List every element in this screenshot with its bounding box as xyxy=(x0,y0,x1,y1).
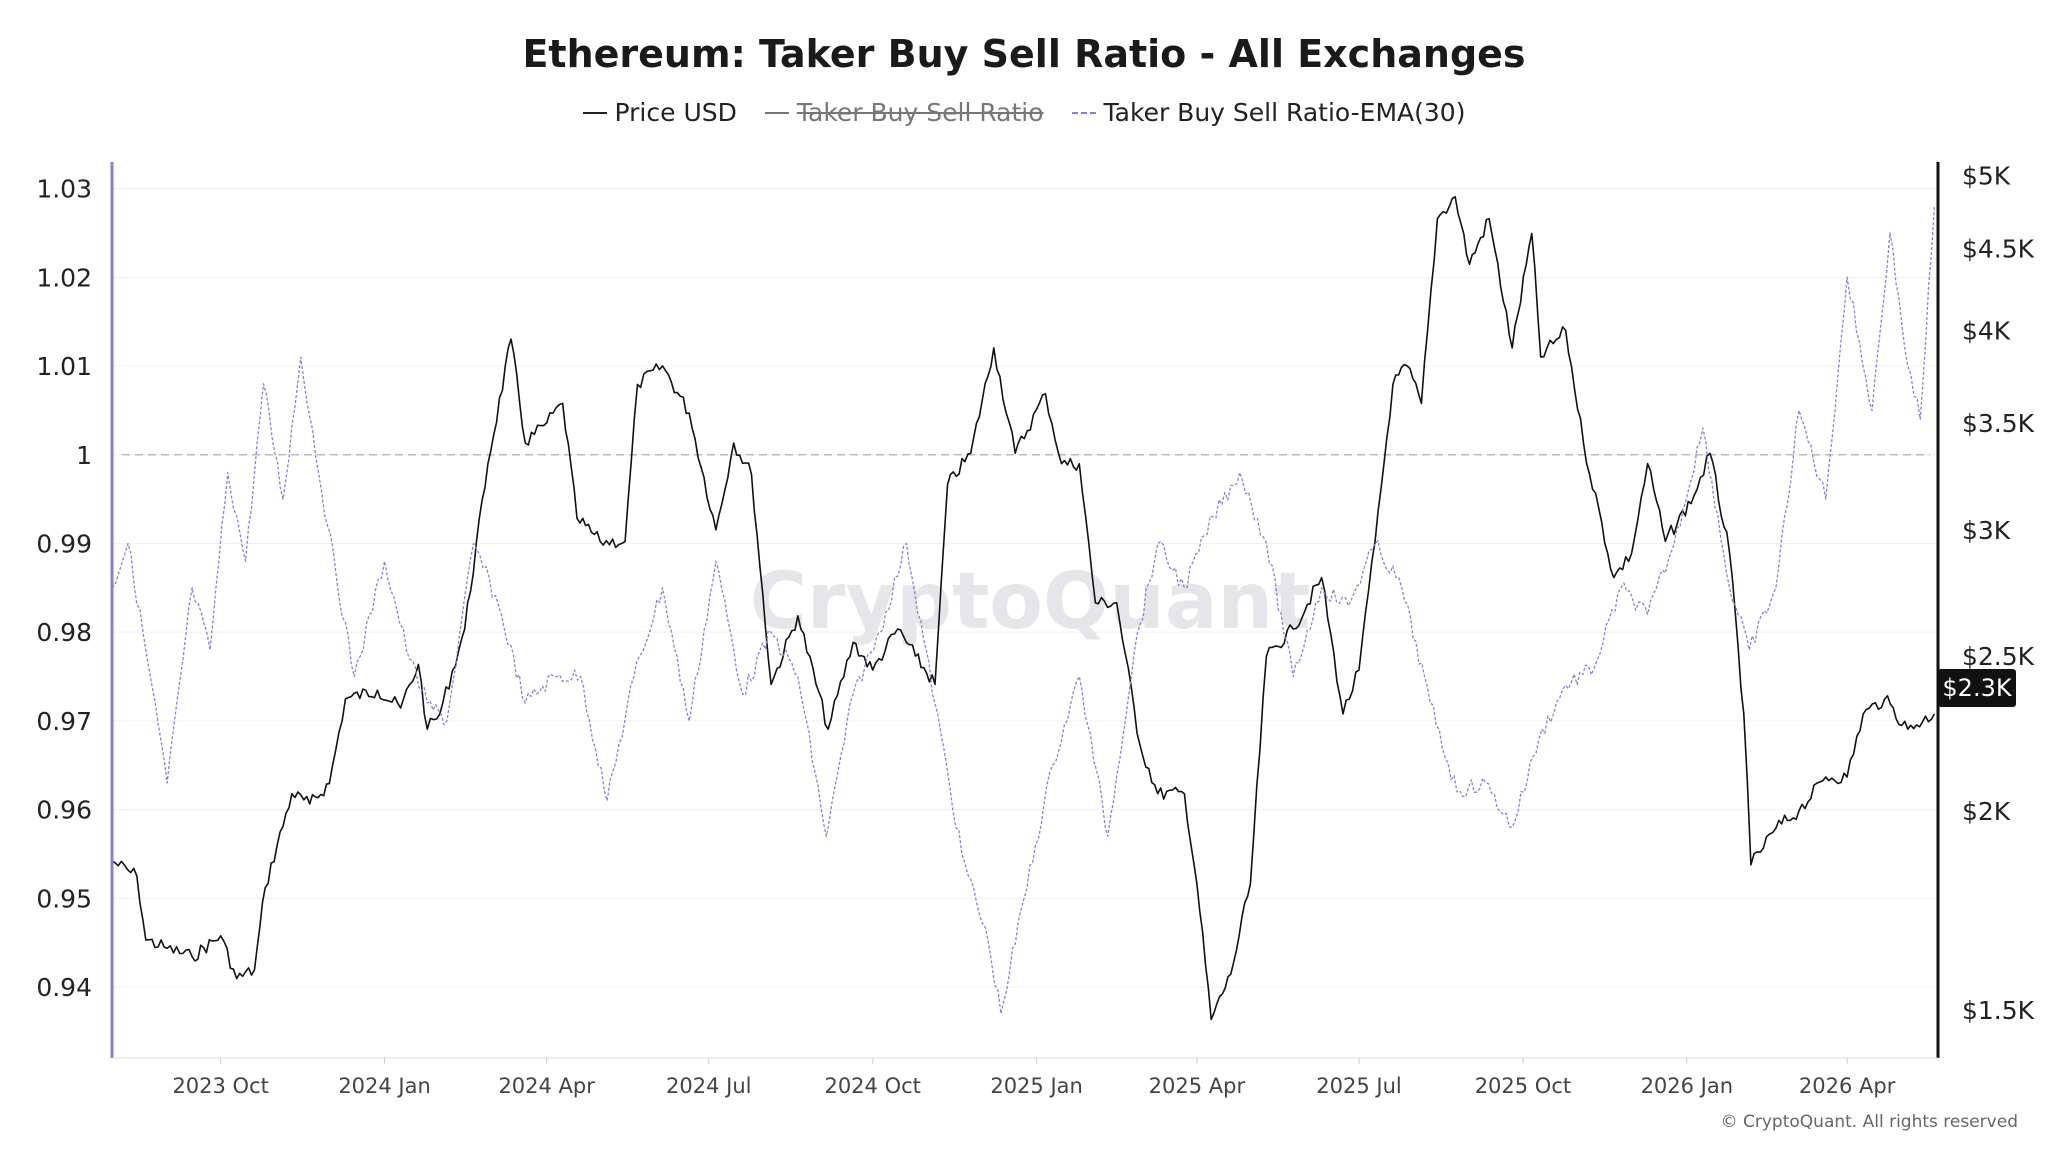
grid-lines xyxy=(112,188,1938,988)
right-tick-label-6: $4.5K xyxy=(1962,235,2035,264)
left-tick-label-8: 1.02 xyxy=(36,263,92,292)
series-line-ema xyxy=(111,206,1936,1015)
legend-swatch-ema xyxy=(1071,111,1096,114)
legend-item-price[interactable]: Price USD xyxy=(582,98,737,127)
x-tick-label-6: 2025 Apr xyxy=(1149,1074,1246,1098)
watermark: CryptoQuant xyxy=(750,557,1311,647)
right-tick-label-3: $3K xyxy=(1962,516,2011,545)
right-tick-label-7: $5K xyxy=(1962,162,2011,191)
left-axis-ticks: 0.94 0.95 0.96 0.97 0.98 0.99 1 1.01 1.02 1.03 xyxy=(36,175,92,1002)
legend-swatch-ratio xyxy=(764,111,789,114)
right-tick-label-0: $1.5K xyxy=(1962,996,2035,1025)
axes xyxy=(110,162,1940,1059)
legend-label-price: Price USD xyxy=(614,98,737,127)
series-layer xyxy=(111,196,1936,1021)
x-axis-ticks: 2023 Oct 2024 Jan 2024 Apr 2024 Jul 2024 Oct… xyxy=(172,1058,1896,1098)
right-tick-label-1: $2K xyxy=(1962,797,2011,826)
x-tick-label-8: 2025 Oct xyxy=(1475,1074,1571,1098)
current-price-badge: $2.3K xyxy=(1938,669,2016,707)
legend-swatch-price xyxy=(582,111,607,114)
x-tick-label-4: 2024 Oct xyxy=(824,1074,920,1098)
legend-item-ratio[interactable]: Taker Buy Sell Ratio xyxy=(764,98,1044,127)
left-tick-label-5: 0.99 xyxy=(36,529,92,558)
left-tick-label-2: 0.96 xyxy=(36,796,92,825)
x-tick-label-3: 2024 Jul xyxy=(666,1074,751,1098)
series-line-price xyxy=(111,196,1936,1021)
legend-label-ema: Taker Buy Sell Ratio-EMA(30) xyxy=(1103,98,1466,127)
legend-label-ratio: Taker Buy Sell Ratio xyxy=(796,98,1044,127)
x-tick-label-0: 2023 Oct xyxy=(172,1074,268,1098)
x-tick-label-5: 2025 Jan xyxy=(990,1074,1083,1098)
right-tick-label-5: $4K xyxy=(1962,316,2011,345)
left-tick-label-7: 1.01 xyxy=(36,352,92,381)
legend: Price USD Taker Buy Sell Ratio Taker Buy… xyxy=(0,98,2048,127)
copyright: © CryptoQuant. All rights reserved xyxy=(1720,1112,2018,1132)
left-tick-label-4: 0.98 xyxy=(36,618,92,647)
legend-item-ema[interactable]: Taker Buy Sell Ratio-EMA(30) xyxy=(1071,98,1466,127)
left-tick-label-9: 1.03 xyxy=(36,175,92,204)
right-tick-label-2: $2.5K xyxy=(1962,642,2035,671)
x-tick-label-1: 2024 Jan xyxy=(338,1074,431,1098)
left-tick-label-3: 0.97 xyxy=(36,707,92,736)
x-tick-label-10: 2026 Apr xyxy=(1799,1074,1896,1098)
chart-title: Ethereum: Taker Buy Sell Ratio - All Exc… xyxy=(522,32,1526,76)
left-tick-label-0: 0.94 xyxy=(36,973,92,1002)
x-tick-label-2: 2024 Apr xyxy=(498,1074,595,1098)
left-tick-label-1: 0.95 xyxy=(36,884,92,913)
x-tick-label-9: 2026 Jan xyxy=(1641,1074,1734,1098)
x-tick-label-7: 2025 Jul xyxy=(1316,1074,1401,1098)
left-tick-label-6: 1 xyxy=(76,441,92,470)
right-axis-ticks: $1.5K $2K $2.5K $3K $3.5K $4K $4.5K $5K xyxy=(1962,162,2035,1025)
right-tick-label-4: $3.5K xyxy=(1962,409,2035,438)
